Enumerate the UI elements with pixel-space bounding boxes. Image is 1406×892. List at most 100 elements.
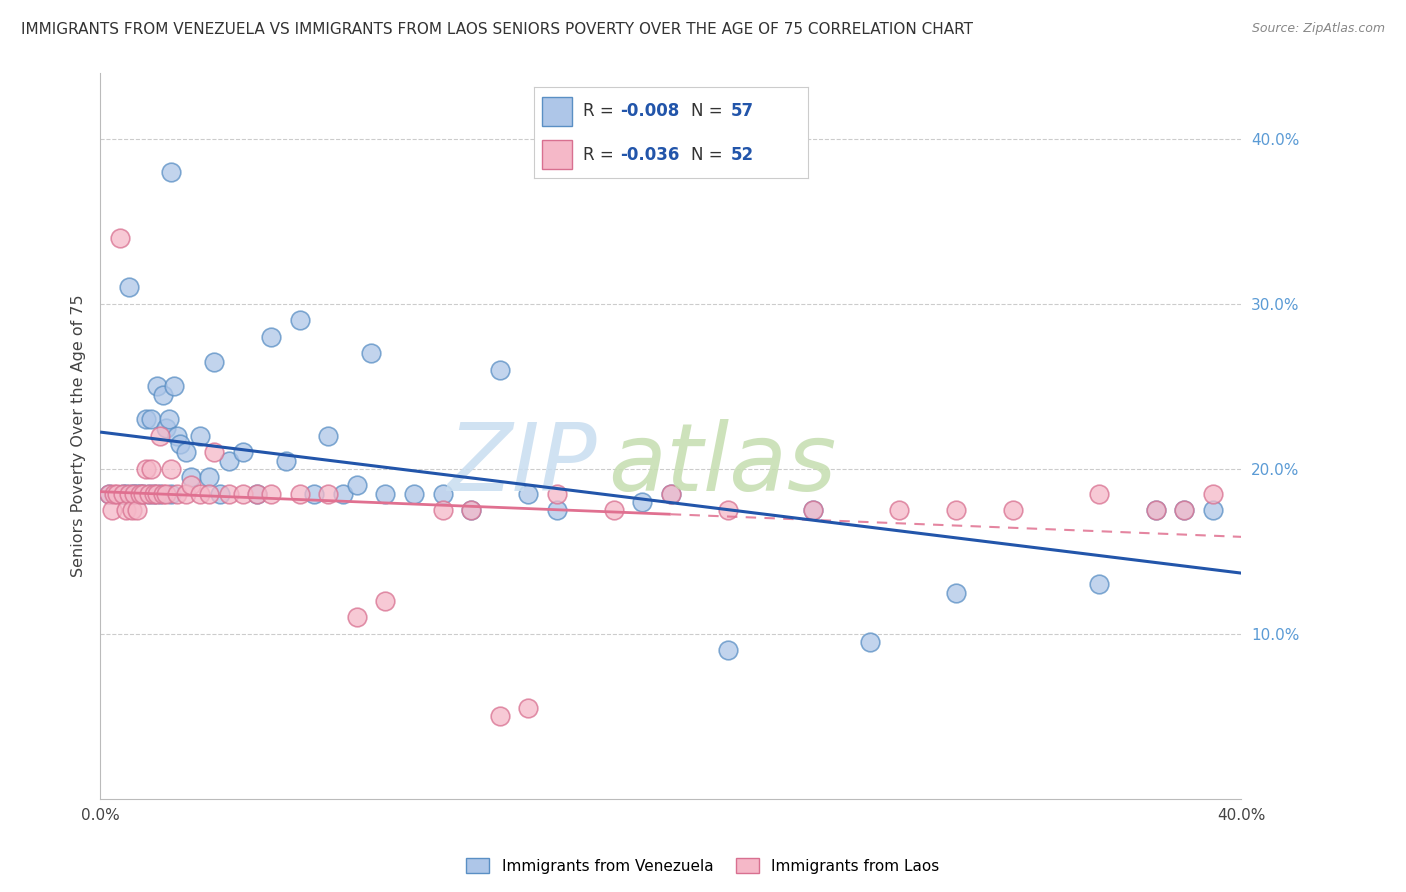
Point	[346, 478, 368, 492]
Point	[111, 486, 134, 500]
Point	[121, 503, 143, 517]
Point	[155, 420, 177, 434]
Point	[149, 486, 172, 500]
Point	[124, 486, 146, 500]
Point	[602, 503, 624, 517]
Point	[945, 503, 967, 517]
Point	[302, 486, 325, 500]
Point	[97, 486, 120, 500]
Point	[260, 486, 283, 500]
Point	[149, 429, 172, 443]
Point	[717, 503, 740, 517]
Point	[114, 503, 136, 517]
Point	[197, 486, 219, 500]
Point	[1087, 577, 1109, 591]
Point	[127, 486, 149, 500]
Point	[132, 486, 155, 500]
Point	[174, 486, 197, 500]
Point	[288, 313, 311, 327]
Point	[432, 486, 454, 500]
Point	[132, 486, 155, 500]
Point	[208, 486, 231, 500]
Point	[152, 387, 174, 401]
Point	[488, 363, 510, 377]
Point	[887, 503, 910, 517]
Point	[188, 486, 211, 500]
Text: Source: ZipAtlas.com: Source: ZipAtlas.com	[1251, 22, 1385, 36]
Point	[135, 412, 157, 426]
Point	[659, 486, 682, 500]
Point	[188, 429, 211, 443]
Point	[180, 470, 202, 484]
Point	[945, 585, 967, 599]
Point	[859, 635, 882, 649]
Point	[152, 486, 174, 500]
Point	[232, 486, 254, 500]
Point	[402, 486, 425, 500]
Point	[260, 330, 283, 344]
Point	[166, 429, 188, 443]
Point	[318, 486, 340, 500]
Point	[100, 503, 122, 517]
Point	[124, 486, 146, 500]
Point	[129, 486, 152, 500]
Point	[118, 486, 141, 500]
Point	[546, 503, 568, 517]
Text: IMMIGRANTS FROM VENEZUELA VS IMMIGRANTS FROM LAOS SENIORS POVERTY OVER THE AGE O: IMMIGRANTS FROM VENEZUELA VS IMMIGRANTS …	[21, 22, 973, 37]
Point	[155, 486, 177, 500]
Point	[332, 486, 354, 500]
Point	[160, 462, 183, 476]
Point	[460, 503, 482, 517]
Point	[160, 486, 183, 500]
Point	[103, 486, 125, 500]
Point	[517, 486, 540, 500]
Point	[143, 486, 166, 500]
Point	[197, 470, 219, 484]
Point	[246, 486, 269, 500]
Point	[659, 486, 682, 500]
Point	[288, 486, 311, 500]
Point	[160, 165, 183, 179]
Point	[631, 495, 654, 509]
Point	[202, 445, 225, 459]
Point	[1144, 503, 1167, 517]
Point	[717, 643, 740, 657]
Point	[157, 412, 180, 426]
Point	[374, 594, 396, 608]
Point	[127, 503, 149, 517]
Point	[169, 437, 191, 451]
Point	[111, 486, 134, 500]
Point	[138, 486, 160, 500]
Point	[218, 453, 240, 467]
Point	[1087, 486, 1109, 500]
Point	[105, 486, 128, 500]
Point	[166, 486, 188, 500]
Point	[141, 462, 163, 476]
Point	[346, 610, 368, 624]
Point	[1002, 503, 1025, 517]
Point	[118, 280, 141, 294]
Point	[135, 462, 157, 476]
Point	[803, 503, 825, 517]
Point	[374, 486, 396, 500]
Point	[141, 412, 163, 426]
Point	[146, 379, 169, 393]
Point	[174, 445, 197, 459]
Point	[121, 486, 143, 500]
Point	[180, 478, 202, 492]
Point	[146, 486, 169, 500]
Point	[460, 503, 482, 517]
Point	[546, 486, 568, 500]
Point	[202, 354, 225, 368]
Text: atlas: atlas	[607, 419, 837, 510]
Point	[1202, 486, 1225, 500]
Point	[218, 486, 240, 500]
Point	[517, 701, 540, 715]
Point	[138, 486, 160, 500]
Point	[803, 503, 825, 517]
Point	[232, 445, 254, 459]
Text: ZIP: ZIP	[447, 419, 596, 510]
Point	[1202, 503, 1225, 517]
Point	[360, 346, 382, 360]
Point	[143, 486, 166, 500]
